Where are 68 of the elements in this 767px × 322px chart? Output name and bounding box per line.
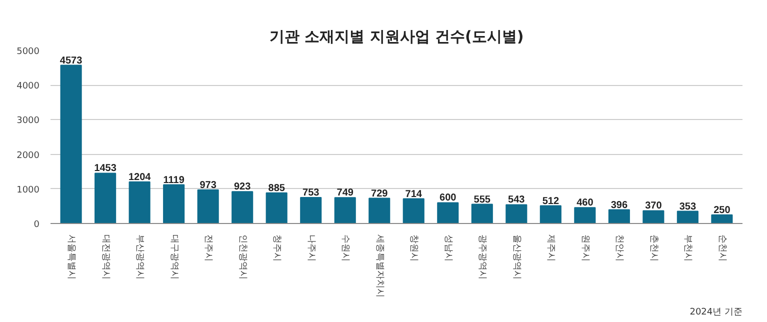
data-label: 753 (302, 187, 320, 198)
y-tick-label: 4000 (16, 82, 40, 92)
bar (94, 172, 116, 224)
bar (711, 214, 733, 224)
data-label: 973 (200, 180, 217, 191)
data-label: 396 (610, 200, 628, 211)
x-tick-label: 제주시 (546, 234, 556, 262)
data-label: 749 (336, 188, 354, 199)
x-tick-label: 대전광역시 (100, 234, 110, 280)
bar (232, 191, 254, 224)
bar (402, 198, 424, 224)
bar (368, 198, 390, 224)
x-tick-label: 전주시 (203, 234, 214, 262)
x-tick-label: 순천시 (716, 234, 727, 262)
data-label: 1204 (128, 172, 152, 183)
x-tick-label: 나주시 (306, 234, 316, 262)
bar (506, 204, 528, 224)
data-label: 555 (474, 194, 491, 206)
bar (300, 196, 322, 224)
bar (471, 204, 493, 224)
data-label: 1453 (94, 163, 117, 174)
bar (608, 209, 630, 224)
x-tick-label: 수원시 (340, 234, 350, 262)
bar (540, 205, 562, 224)
data-label: 923 (234, 182, 252, 193)
data-label: 460 (576, 198, 594, 209)
data-label: 370 (645, 200, 662, 212)
x-tick-label: 천안시 (614, 234, 624, 262)
data-label: 512 (542, 196, 560, 207)
data-label: 353 (679, 201, 696, 212)
y-tick-label: 5000 (16, 47, 40, 57)
bar (437, 202, 459, 224)
x-tick-label: 울산광역시 (511, 234, 522, 280)
bar (574, 207, 596, 224)
bar (163, 184, 185, 224)
data-label: 543 (508, 194, 526, 206)
bar (676, 210, 698, 224)
x-tick-label: 창원시 (408, 234, 419, 262)
bar (334, 197, 356, 224)
x-tick-label: 성남시 (442, 234, 453, 262)
data-label: 885 (268, 182, 286, 194)
x-tick-label: 원주시 (580, 234, 590, 262)
text: 2024년 기준 (690, 308, 742, 318)
y-tick-label: 3000 (16, 116, 40, 126)
x-tick-label: 광주광역시 (477, 234, 488, 280)
y-tick-label: 2000 (16, 150, 40, 161)
x-tick-label: 세종특별자치시 (374, 234, 384, 298)
bar (128, 181, 150, 224)
bar (197, 189, 219, 224)
x-tick-label: 춘천시 (648, 234, 658, 262)
data-label: 1119 (163, 174, 185, 186)
bar (266, 192, 288, 224)
bar (60, 64, 82, 224)
y-tick-label: 1000 (16, 185, 40, 196)
data-label: 714 (405, 188, 422, 200)
x-tick-label: 대구광역시 (168, 234, 179, 280)
x-tick-label: 부천시 (682, 234, 693, 262)
x-tick-label: 부산광역시 (134, 234, 145, 280)
x-tick-label: 인천광역시 (237, 234, 248, 280)
bar (642, 210, 664, 224)
x-tick-label: 청주시 (272, 234, 282, 262)
y-tick-label: 0 (34, 220, 40, 230)
data-label: 600 (440, 192, 457, 204)
data-label: 4573 (60, 55, 83, 66)
x-tick-label: 서울특별시 (66, 234, 76, 280)
data-label: 729 (371, 188, 388, 200)
chart-title: 기관 소재지별 지원사업 건수(도시별) (269, 28, 524, 46)
data-label: 250 (714, 204, 731, 216)
